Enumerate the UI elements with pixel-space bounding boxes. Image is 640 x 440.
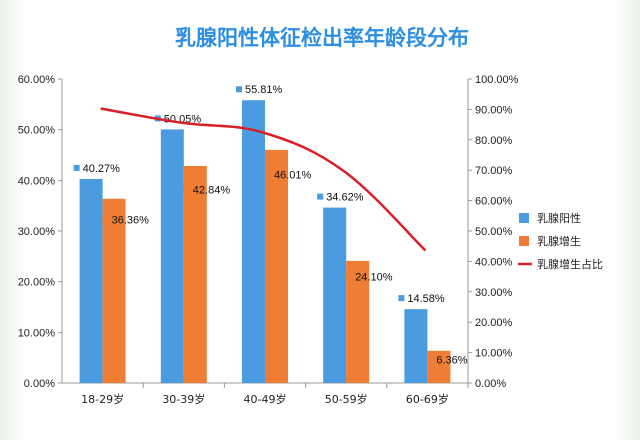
data-label: 40.27% xyxy=(83,163,121,175)
bar-positive xyxy=(160,129,184,383)
right-tick-label: 0.00% xyxy=(475,378,506,390)
right-tick-label: 20.00% xyxy=(475,317,513,329)
data-label-marker xyxy=(398,295,405,302)
bar-positive xyxy=(323,207,347,383)
data-label: 34.62% xyxy=(326,192,364,204)
x-tick-label: 40-49岁 xyxy=(244,392,287,406)
data-label-marker xyxy=(427,356,434,363)
data-label: 24.10% xyxy=(355,272,393,284)
right-tick-label: 60.00% xyxy=(475,196,513,208)
left-tick-label: 20.00% xyxy=(18,277,56,289)
x-tick-label: 60-69岁 xyxy=(406,392,449,406)
x-tick-label: 30-39岁 xyxy=(162,392,205,406)
plot-area: 0.00% 10.00% 20.00% 30.00% 40.00% 50.00% 60.00… xyxy=(18,74,519,406)
data-label-marker xyxy=(236,86,242,93)
data-label: 36.36% xyxy=(112,215,150,227)
data-label-marker xyxy=(73,164,80,171)
right-tick-label: 80.00% xyxy=(475,135,513,147)
legend-label: 乳腺阳性 xyxy=(537,211,581,225)
x-tick-label: 50-59岁 xyxy=(325,392,368,406)
data-label: 42.84% xyxy=(193,184,231,196)
left-tick-label: 40.00% xyxy=(18,175,56,187)
data-label-marker xyxy=(265,171,271,178)
right-tick-label: 70.00% xyxy=(475,165,513,177)
data-label-marker xyxy=(346,273,353,280)
bar-hyperplasia xyxy=(346,260,370,383)
data-label-marker xyxy=(102,216,109,223)
left-tick-label: 10.00% xyxy=(18,327,56,339)
line-hyperplasia-ratio xyxy=(100,107,427,252)
data-label: 14.58% xyxy=(407,293,445,305)
left-tick-label: 60.00% xyxy=(18,74,56,86)
chart-title: 乳腺阳性体征检出率年龄段分布 xyxy=(175,26,469,50)
legend-label: 乳腺增生 xyxy=(537,234,581,248)
bar-hyperplasia xyxy=(102,198,126,383)
data-label: 55.81% xyxy=(245,84,283,96)
bar-positive xyxy=(404,309,428,383)
legend-swatch xyxy=(519,213,529,223)
data-label: 6.36% xyxy=(436,354,467,366)
left-tick-label: 0.00% xyxy=(24,378,55,390)
x-tick-label: 18-29岁 xyxy=(81,392,124,406)
right-tick-label: 50.00% xyxy=(475,226,513,238)
data-label-marker xyxy=(183,186,190,193)
right-tick-label: 10.00% xyxy=(475,348,513,360)
right-tick-label: 40.00% xyxy=(475,256,513,268)
data-label: 46.01% xyxy=(274,170,312,182)
legend-swatch xyxy=(519,236,529,246)
right-tick-label: 90.00% xyxy=(475,104,513,116)
legend-label: 乳腺增生占比 xyxy=(537,257,603,271)
bar-positive xyxy=(79,178,103,383)
data-label-marker xyxy=(317,193,324,200)
right-tick-label: 100.00% xyxy=(475,74,519,86)
bar-hyperplasia xyxy=(183,165,207,383)
right-tick-label: 30.00% xyxy=(475,287,513,299)
bar-positive xyxy=(242,100,265,383)
bar-hyperplasia xyxy=(265,149,288,383)
left-tick-label: 50.00% xyxy=(18,125,56,137)
left-tick-label: 30.00% xyxy=(18,226,56,238)
